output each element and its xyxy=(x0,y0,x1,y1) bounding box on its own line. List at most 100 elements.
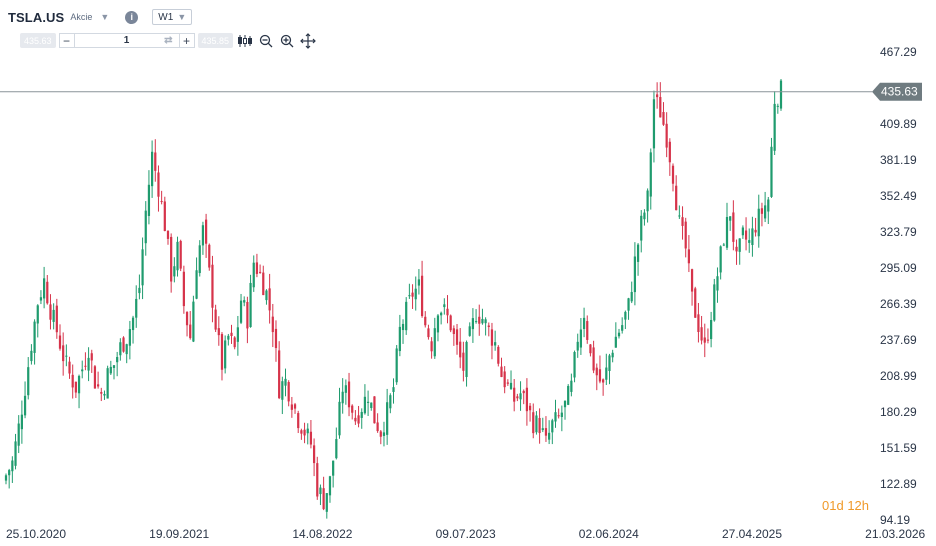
candle-body xyxy=(255,262,259,274)
candlestick-type-icon[interactable] xyxy=(236,33,254,49)
candle xyxy=(312,438,316,477)
candle xyxy=(490,322,494,360)
candle-body xyxy=(74,381,77,393)
decrease-quantity-button[interactable]: − xyxy=(63,33,71,48)
candle xyxy=(684,217,687,258)
candle-body xyxy=(46,281,49,304)
candle-body xyxy=(287,382,290,402)
candle xyxy=(646,188,649,223)
candle xyxy=(284,368,287,397)
candle xyxy=(551,418,554,445)
candle xyxy=(544,416,548,442)
candle-body xyxy=(764,205,767,219)
countdown-hours-unit: h xyxy=(861,498,870,513)
candle-body xyxy=(700,327,703,341)
sell-price-button[interactable]: 435.63 xyxy=(20,33,56,48)
candle xyxy=(77,374,81,409)
candle-body xyxy=(662,112,665,125)
candle xyxy=(71,364,74,399)
candle xyxy=(474,309,478,324)
candle-body xyxy=(154,152,157,171)
candle xyxy=(14,433,17,470)
candle xyxy=(17,415,20,454)
candle xyxy=(459,328,462,369)
timeframe-select[interactable]: W1 ▼ xyxy=(152,9,193,25)
candle-body xyxy=(713,284,716,321)
candle-body xyxy=(370,402,373,408)
candle-body xyxy=(284,378,287,386)
candle xyxy=(414,276,417,311)
info-icon[interactable]: i xyxy=(125,10,139,24)
refresh-icon[interactable]: ⇄ xyxy=(164,35,173,46)
candle xyxy=(694,286,697,318)
chevron-down-icon[interactable]: ▼ xyxy=(100,12,110,22)
candle-body xyxy=(465,341,468,378)
candle-body xyxy=(589,344,592,354)
candle-body xyxy=(300,430,303,434)
candle-body xyxy=(430,341,433,352)
candle-body xyxy=(725,216,729,248)
candle-body xyxy=(65,355,68,357)
candle xyxy=(611,349,614,363)
candle xyxy=(243,296,246,307)
candle-body xyxy=(125,344,128,355)
candle xyxy=(462,341,465,382)
candle-body xyxy=(446,308,449,316)
candle xyxy=(710,311,713,348)
y-tick-label: 208.99 xyxy=(880,369,917,383)
candle xyxy=(732,200,735,251)
candle xyxy=(157,165,160,212)
quantity-input[interactable]: 1 ⇄ xyxy=(73,34,180,47)
buy-price-button[interactable]: 435.85 xyxy=(197,33,234,48)
candle-body xyxy=(20,414,23,430)
zoom-in-icon[interactable] xyxy=(278,33,296,49)
candle xyxy=(649,148,652,210)
candle xyxy=(297,410,300,434)
countdown-hours: 12 xyxy=(847,498,862,513)
candle xyxy=(258,264,262,274)
candle-body xyxy=(519,393,522,400)
candle-body xyxy=(697,314,700,332)
candle xyxy=(700,315,703,345)
candle-body xyxy=(509,382,513,389)
candle xyxy=(624,310,627,330)
candle-body xyxy=(646,190,649,212)
candle-body xyxy=(52,309,55,322)
candle xyxy=(494,330,497,351)
candle-body xyxy=(265,290,268,301)
candle xyxy=(630,281,633,304)
candle xyxy=(268,273,271,324)
symbol-label[interactable]: TSLA.US xyxy=(8,9,65,25)
candle-body xyxy=(173,266,176,277)
candle-body xyxy=(84,365,87,367)
candle xyxy=(382,421,386,447)
candle xyxy=(319,484,322,506)
increase-quantity-button[interactable]: + xyxy=(183,33,191,48)
candle xyxy=(513,378,516,412)
candle-body xyxy=(268,288,271,311)
zoom-out-icon[interactable] xyxy=(257,33,275,49)
candle-body xyxy=(678,215,681,217)
candle-body xyxy=(49,304,52,320)
quantity-stepper[interactable]: − 1 ⇄ + xyxy=(58,33,195,48)
candle-body xyxy=(166,230,170,239)
candle-body xyxy=(68,361,71,374)
crosshair-move-icon[interactable] xyxy=(299,32,317,49)
candle xyxy=(116,351,119,377)
candle xyxy=(189,311,192,340)
candle xyxy=(465,340,468,387)
candle xyxy=(468,322,471,337)
candle-body xyxy=(230,332,233,337)
candle-body xyxy=(532,412,535,434)
candle xyxy=(138,274,141,300)
candle xyxy=(81,360,84,379)
candle xyxy=(170,233,173,293)
candle-body xyxy=(516,396,519,399)
candle-body xyxy=(598,369,602,382)
candle xyxy=(271,303,274,348)
candle xyxy=(548,420,551,445)
candle-body xyxy=(649,152,652,197)
countdown-days: 01 xyxy=(822,498,837,513)
candle-body xyxy=(424,316,427,326)
